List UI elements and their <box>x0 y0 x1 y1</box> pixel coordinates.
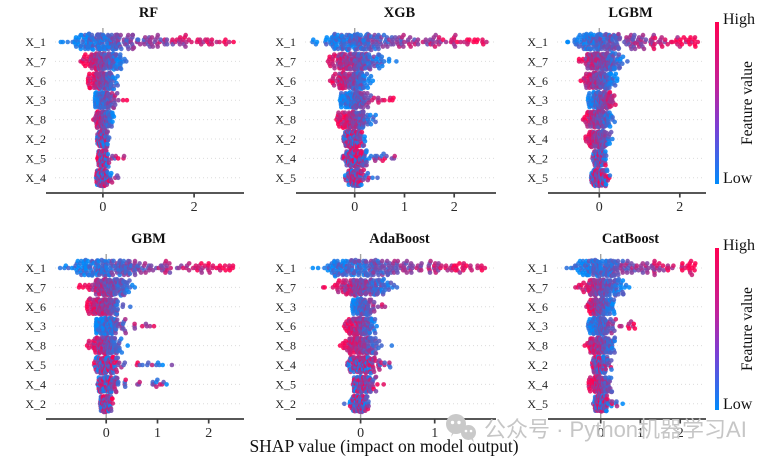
svg-text:X_6: X_6 <box>25 74 46 88</box>
svg-text:0: 0 <box>351 200 358 215</box>
svg-text:X_1: X_1 <box>527 35 548 49</box>
colorbar-low-label: Low <box>723 170 753 187</box>
svg-text:2: 2 <box>676 200 683 215</box>
colorbar-gradient <box>715 248 719 410</box>
watermark: 公众号 · Python机器学习AI <box>444 412 747 444</box>
subplot-xgb: XGB 0 1 2 X_1 X_7 X_6 X_3 X_8 X_2 X_4 X_5 <box>250 0 502 226</box>
colorbar-axis-label: Feature value <box>739 61 756 145</box>
svg-text:X_5: X_5 <box>25 151 46 165</box>
svg-text:X_4: X_4 <box>25 171 46 185</box>
svg-text:X_3: X_3 <box>25 93 46 107</box>
svg-text:X_4: X_4 <box>275 151 296 165</box>
subplot-catboost: CatBoost 0 1 2 X_1 X_7 X_6 X_3 X_8 X_2 X_4 X_5 <box>502 226 712 452</box>
colorbar-feature-value-bottom: High Low Feature value <box>712 226 768 452</box>
subplot-rf: RF 0 2 X_1 X_7 X_6 X_3 X_8 X_2 X_5 X_4 <box>0 0 250 226</box>
plot-title-adaboost: AdaBoost <box>369 231 430 247</box>
svg-text:X_7: X_7 <box>275 54 296 68</box>
svg-text:0: 0 <box>596 200 603 215</box>
beeswarm-plot-adaboost: 0 1X_1X_7X_3X_6X_8X_4X_5X_2 <box>275 254 496 441</box>
svg-text:X_6: X_6 <box>275 74 296 88</box>
subplot-gbm: GBM 0 1 2 X_1 X_7 X_6 X_3 X_8 X_5 X_4 X_2 <box>0 226 250 452</box>
svg-text:X_8: X_8 <box>527 113 548 127</box>
svg-text:X_4: X_4 <box>527 132 548 146</box>
wechat-icon <box>446 414 476 443</box>
svg-text:X_7: X_7 <box>25 54 46 68</box>
plot-title-lgbm: LGBM <box>608 5 653 21</box>
beeswarm-plot-catboost: 0 1 2X_1X_7X_6X_3X_8X_2X_4X_5 <box>527 254 706 441</box>
svg-text:X_8: X_8 <box>275 113 296 127</box>
colorbar-high-label: High <box>723 237 755 254</box>
plot-title-xgb: XGB <box>383 5 416 21</box>
beeswarm-plot-lgbm: 0 2 X_1 X_7 X_6 X_3 X_8 X_4 X_2 X_5 <box>527 28 706 215</box>
colorbar-axis-label: Feature value <box>739 287 756 371</box>
svg-text:2: 2 <box>451 200 458 215</box>
x-axis-label: SHAP value (impact on model output) <box>249 436 519 456</box>
subplot-adaboost: AdaBoost 0 1 X_1 X_7 X_3 X_6 X_8 X_4 X_5 X_2 <box>250 226 502 452</box>
figure-row-bottom: GBM 0 1 2 X_1 X_7 X_6 X_3 X_8 X_5 X_4 X_2 AdaBoost… <box>0 226 768 452</box>
colorbar-feature-value-top: High Low Feature value <box>712 0 768 226</box>
svg-text:X_3: X_3 <box>275 93 296 107</box>
watermark-text: 公众号 · Python机器学习AI <box>484 417 747 442</box>
svg-text:X_1: X_1 <box>25 35 46 49</box>
subplot-lgbm: LGBM 0 2 X_1 X_7 X_6 X_3 X_8 X_4 X_2 X_5 <box>502 0 712 226</box>
beeswarm-plot-gbm: 0 1 2X_1X_7X_6X_3X_8X_5X_4X_2 <box>25 254 244 441</box>
colorbar-high-label: High <box>723 11 755 28</box>
svg-text:2: 2 <box>191 200 198 215</box>
svg-text:X_2: X_2 <box>25 132 46 146</box>
figure-row-top: RF 0 2 X_1 X_7 X_6 X_3 X_8 X_2 X_5 X_4 XGB 0 1 2 X_1… <box>0 0 768 226</box>
svg-text:X_3: X_3 <box>527 93 548 107</box>
plot-title-catboost: CatBoost <box>601 231 660 247</box>
svg-text:X_1: X_1 <box>275 35 296 49</box>
plot-title-rf: RF <box>138 5 159 21</box>
beeswarm-plot-xgb: 0 1 2 X_1 X_7 X_6 X_3 X_8 X_2 X_4 X_5 <box>275 28 496 215</box>
svg-text:X_5: X_5 <box>527 171 548 185</box>
svg-text:1: 1 <box>401 200 408 215</box>
svg-text:X_8: X_8 <box>25 113 46 127</box>
svg-text:X_7: X_7 <box>527 54 548 68</box>
svg-text:0: 0 <box>99 200 106 215</box>
colorbar-low-label: Low <box>723 396 753 413</box>
plot-title-gbm: GBM <box>131 231 166 247</box>
svg-text:X_2: X_2 <box>275 132 296 146</box>
svg-text:X_2: X_2 <box>527 151 548 165</box>
svg-text:X_6: X_6 <box>527 74 548 88</box>
colorbar-gradient <box>715 22 719 184</box>
beeswarm-plot-rf: 0 2 X_1 X_7 X_6 X_3 X_8 X_2 X_5 X_4 <box>25 28 244 215</box>
svg-text:X_5: X_5 <box>275 171 296 185</box>
